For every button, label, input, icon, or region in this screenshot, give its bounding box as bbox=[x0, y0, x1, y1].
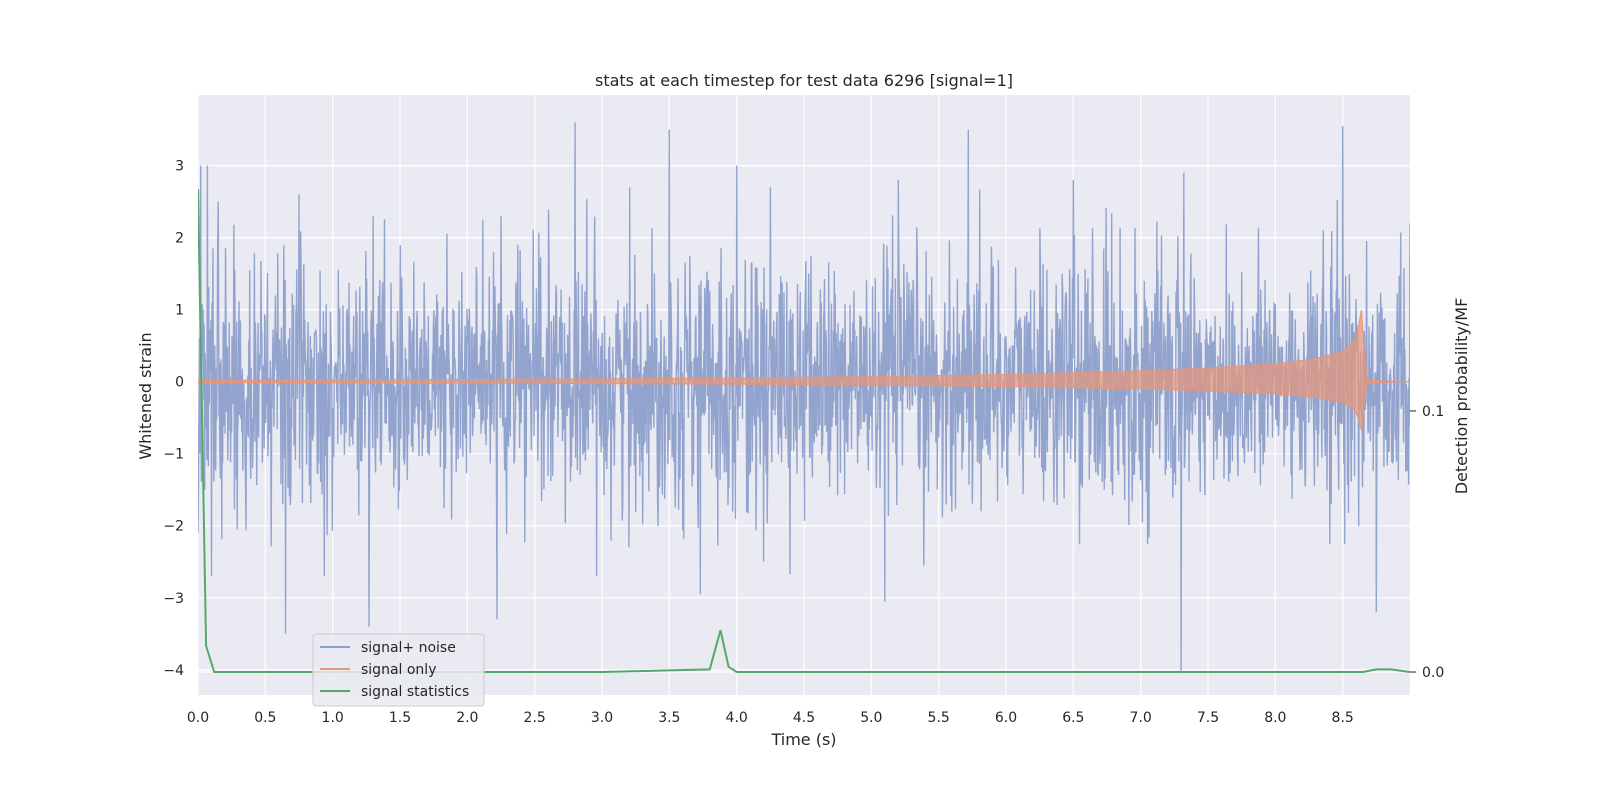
y-tick-label: −3 bbox=[163, 591, 184, 607]
y-tick-label: −2 bbox=[163, 519, 184, 535]
series-signal-only bbox=[198, 309, 1410, 431]
x-tick-label: 8.0 bbox=[1264, 710, 1286, 726]
series-signal-statistics bbox=[198, 188, 1410, 673]
x-tick-label: 3.5 bbox=[658, 710, 680, 726]
y-tick-label: 3 bbox=[175, 159, 184, 175]
legend-label-signal-statistics: signal statistics bbox=[361, 684, 469, 700]
y2-axis-label: Detection probability/MF bbox=[1452, 298, 1471, 495]
x-tick-label: 1.0 bbox=[322, 710, 344, 726]
x-tick-label: 8.5 bbox=[1332, 710, 1354, 726]
legend-label-signal-noise: signal+ noise bbox=[361, 640, 456, 656]
series-layer bbox=[198, 122, 1410, 674]
x-tick-label: 7.0 bbox=[1130, 710, 1152, 726]
legend: signal+ noise signal only signal statist… bbox=[312, 633, 485, 707]
y2-tick-label: 0.0 bbox=[1422, 665, 1444, 681]
y-tick-label: −1 bbox=[163, 447, 184, 463]
x-axis-label: Time (s) bbox=[770, 730, 836, 749]
x-axis: 0.0 0.5 1.0 1.5 2.0 2.5 3.0 3.5 4.0 4.5 5.0 5.5 6.0 6… bbox=[187, 710, 1354, 726]
y-axis-right: 0.0 0.1 bbox=[1410, 404, 1444, 681]
y-axis-left: −4 −3 −2 −1 0 1 2 3 bbox=[163, 159, 184, 679]
x-tick-label: 5.0 bbox=[860, 710, 882, 726]
x-tick-label: 4.5 bbox=[793, 710, 815, 726]
y-tick-label: 0 bbox=[175, 375, 184, 391]
x-tick-label: 4.0 bbox=[726, 710, 748, 726]
x-tick-label: 7.5 bbox=[1197, 710, 1219, 726]
y-tick-label: 1 bbox=[175, 303, 184, 319]
x-tick-label: 2.0 bbox=[456, 710, 478, 726]
x-tick-label: 1.5 bbox=[389, 710, 411, 726]
y-tick-label: 2 bbox=[175, 231, 184, 247]
x-tick-label: 6.0 bbox=[995, 710, 1017, 726]
x-tick-label: 5.5 bbox=[928, 710, 950, 726]
legend-label-signal-only: signal only bbox=[361, 662, 436, 678]
x-tick-label: 6.5 bbox=[1062, 710, 1084, 726]
y-axis-label: Whitened strain bbox=[136, 332, 155, 459]
chart-title: stats at each timestep for test data 629… bbox=[595, 71, 1013, 90]
x-tick-label: 0.5 bbox=[254, 710, 276, 726]
y2-tick-label: 0.1 bbox=[1422, 404, 1444, 420]
x-tick-label: 3.0 bbox=[591, 710, 613, 726]
series-signal-noise bbox=[198, 122, 1410, 674]
x-tick-label: 2.5 bbox=[524, 710, 546, 726]
legend-box bbox=[312, 633, 485, 707]
x-tick-label: 0.0 bbox=[187, 710, 209, 726]
y-tick-label: −4 bbox=[163, 663, 184, 679]
